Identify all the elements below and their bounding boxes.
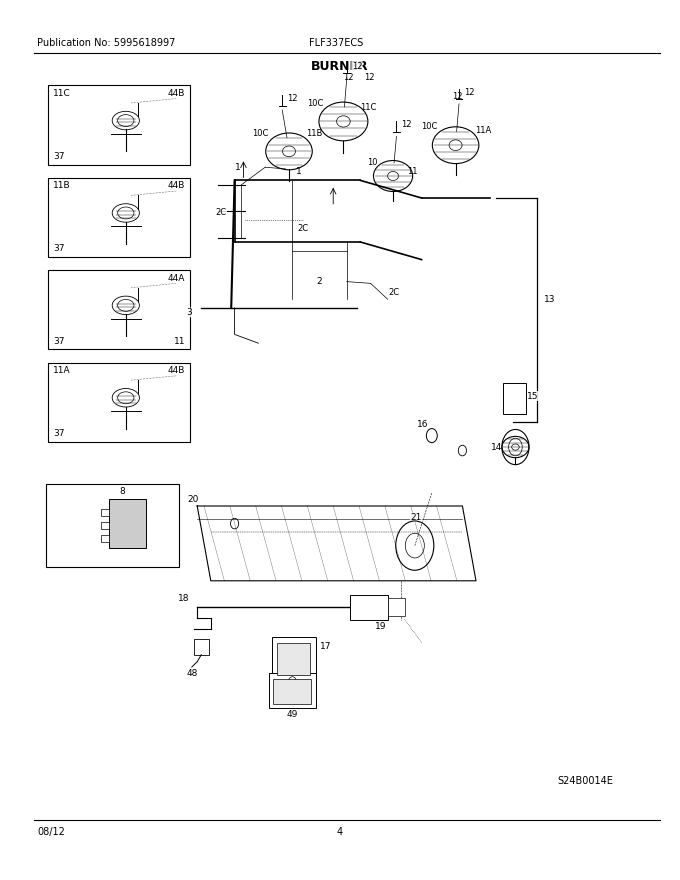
Text: 16: 16 [418,420,428,429]
Bar [48,270,190,349]
Text: 15: 15 [527,392,539,400]
Text: 14: 14 [490,443,502,451]
Text: 13: 13 [544,295,556,304]
Bar [194,639,209,655]
Text: 1: 1 [235,163,241,172]
Text: 20: 20 [187,495,199,504]
Text: 3: 3 [187,308,192,317]
Bar [48,85,190,165]
Text: 21: 21 [411,513,422,522]
Text: 10C: 10C [307,99,323,108]
Bar [109,500,146,547]
Text: 12: 12 [464,88,475,97]
Text: 2C: 2C [216,209,226,217]
Bar [273,679,311,704]
Bar [503,383,526,414]
Bar [48,363,190,442]
Text: 37: 37 [53,245,65,253]
Bar [269,673,316,708]
Text: 11: 11 [407,167,417,176]
Text: 12: 12 [287,94,298,103]
Text: 37: 37 [53,337,65,346]
Text: 19: 19 [375,622,386,631]
Text: 2C: 2C [297,224,308,233]
Bar [46,484,178,567]
Text: BURNER: BURNER [311,60,369,73]
Text: 11: 11 [173,337,185,346]
Text: 8: 8 [119,488,124,496]
Text: 12: 12 [401,121,412,129]
Text: 44B: 44B [167,181,185,190]
Text: 2: 2 [317,277,322,286]
Bar [101,509,109,516]
Bar [277,643,310,675]
Text: 37: 37 [53,152,65,161]
Bar [48,178,190,257]
Text: 11B: 11B [53,181,71,190]
Text: 44B: 44B [167,366,185,375]
Text: Publication No: 5995618997: Publication No: 5995618997 [37,38,175,48]
Text: 12: 12 [352,62,362,70]
Text: 11A: 11A [53,366,71,375]
Text: 37: 37 [53,429,65,438]
Bar [101,535,109,542]
Text: S24B0014E: S24B0014E [558,776,613,786]
Text: 48: 48 [186,669,197,678]
Text: 12: 12 [364,73,375,82]
Text: 10: 10 [367,158,377,167]
Text: 18: 18 [177,594,189,603]
Text: 12: 12 [452,92,463,101]
Text: 11B: 11B [306,129,322,138]
Text: 49: 49 [287,710,298,719]
Text: 10C: 10C [421,122,437,131]
Bar [350,595,388,620]
Bar [272,637,316,679]
Text: 10C: 10C [252,129,269,138]
Text: 17: 17 [320,642,331,651]
Text: 44A: 44A [167,274,185,282]
Text: 08/12: 08/12 [37,827,65,837]
Text: 2C: 2C [389,288,400,297]
Text: 11A: 11A [475,126,491,135]
Bar [101,522,109,529]
Text: 4: 4 [337,827,343,837]
Text: 11C: 11C [53,89,71,98]
Text: 12: 12 [343,73,354,82]
Text: 1: 1 [296,167,302,176]
Text: FLF337ECS: FLF337ECS [309,38,364,48]
Text: 11C: 11C [360,103,377,112]
Text: 44B: 44B [167,89,185,98]
Bar [388,598,405,616]
